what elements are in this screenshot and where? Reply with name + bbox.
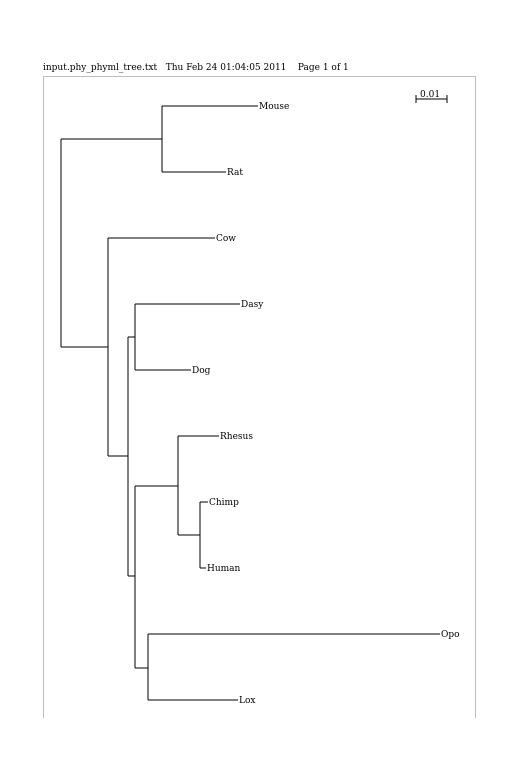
leaf-label-opo: Opo xyxy=(441,630,460,640)
leaf-label-rat: Rat xyxy=(227,168,243,178)
leaf-label-rhesus: Rhesus xyxy=(220,432,253,442)
leaf-label-mouse: Mouse xyxy=(259,102,289,112)
leaf-label-lox: Lox xyxy=(239,696,255,706)
leaf-label-cow: Cow xyxy=(216,234,236,244)
tree-branches xyxy=(60,105,440,701)
header-page: Page 1 of 1 xyxy=(297,63,349,73)
leaf-labels: Mouse Rat Cow Dasy Dog Rhesus Chimp Huma… xyxy=(192,102,460,706)
page-frame xyxy=(43,76,476,718)
page-header: input.phy_phyml_tree.txt Thu Feb 24 01:0… xyxy=(43,63,349,73)
header-filename: input.phy_phyml_tree.txt xyxy=(43,63,158,73)
leaf-label-chimp: Chimp xyxy=(209,498,239,508)
leaf-label-human: Human xyxy=(207,564,241,574)
header-datetime: Thu Feb 24 01:04:05 2011 xyxy=(165,63,287,73)
leaf-label-dasy: Dasy xyxy=(241,300,264,310)
leaf-label-dog: Dog xyxy=(192,366,211,376)
scale-bar-label: 0.01 xyxy=(420,90,440,100)
scale-bar: 0.01 xyxy=(415,90,448,103)
